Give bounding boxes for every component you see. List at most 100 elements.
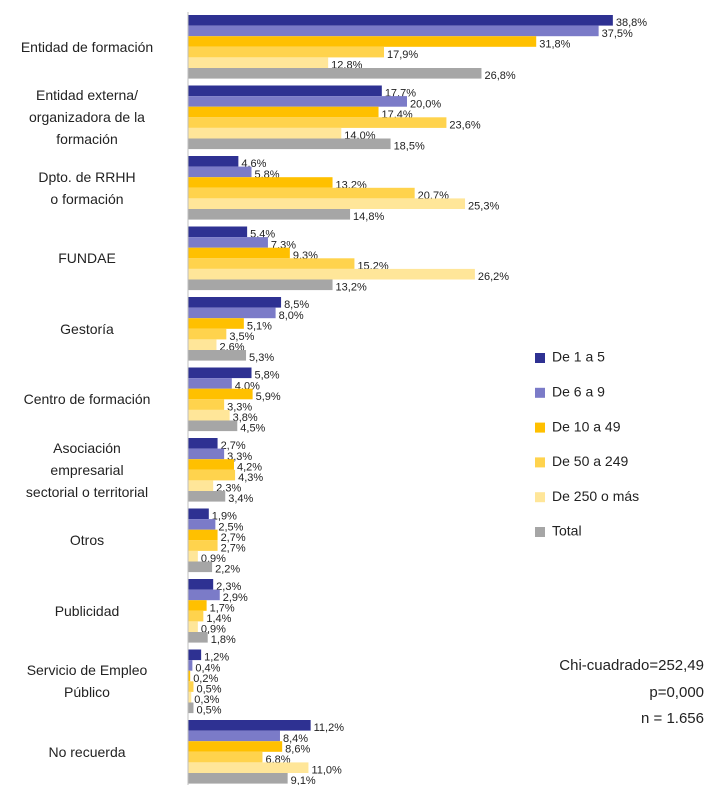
- bar: [188, 25, 599, 37]
- bar: [188, 730, 280, 742]
- value-label: 2,7%: [221, 543, 246, 555]
- value-label: 20,0%: [410, 98, 441, 110]
- bar: [188, 773, 288, 784]
- legend-swatch: [535, 422, 545, 433]
- value-label: 0,5%: [196, 684, 221, 696]
- bar: [188, 621, 198, 632]
- bar: [188, 68, 482, 79]
- value-label: 26,2%: [478, 271, 509, 283]
- category-label: Servicio de Empleo Público: [26, 662, 148, 701]
- value-label: 3,8%: [233, 412, 258, 424]
- bar: [188, 279, 333, 291]
- value-label: 0,4%: [195, 662, 220, 674]
- bar: [188, 247, 290, 259]
- bar: [188, 138, 391, 150]
- bar: [188, 307, 276, 319]
- bar: [188, 367, 252, 379]
- value-label: 2,5%: [218, 521, 243, 533]
- bar: [188, 508, 209, 520]
- legend-swatch: [535, 353, 545, 363]
- value-label: 0,5%: [196, 705, 221, 717]
- bar: [188, 720, 311, 731]
- annotation: n = 1.656: [641, 710, 704, 727]
- value-label: 2,3%: [216, 581, 241, 593]
- bar: [188, 57, 329, 68]
- bar: [188, 600, 207, 611]
- bar: [188, 226, 248, 238]
- category-label: Gestoría: [60, 320, 114, 337]
- bar: [188, 561, 213, 573]
- category-label: Dpto. de RRHH o formación: [38, 168, 136, 207]
- bar: [188, 318, 244, 329]
- value-label: 1,7%: [210, 602, 235, 614]
- bar: [188, 649, 202, 661]
- value-label: 2,7%: [221, 440, 246, 452]
- bar: [188, 177, 333, 188]
- value-label: 11,2%: [314, 722, 345, 734]
- bar: [188, 480, 214, 491]
- bar: [188, 660, 193, 671]
- bar: [188, 702, 194, 714]
- value-label: 8,0%: [279, 310, 304, 322]
- bar: [188, 388, 253, 400]
- value-label: 25,3%: [468, 201, 499, 213]
- value-label: 26,8%: [484, 70, 515, 82]
- value-label: 11,0%: [311, 765, 342, 777]
- value-label: 3,5%: [229, 331, 254, 343]
- value-label: 1,4%: [206, 613, 231, 625]
- value-label: 1,9%: [212, 511, 237, 523]
- value-label: 31,8%: [539, 38, 570, 50]
- category-label: FUNDAE: [58, 250, 116, 267]
- bar: [188, 127, 342, 139]
- legend-label: De 50 a 249: [552, 453, 628, 469]
- bar: [188, 459, 234, 470]
- bar: [188, 209, 351, 220]
- value-label: 4,3%: [238, 472, 263, 484]
- bar: [188, 469, 236, 481]
- value-label: 9,1%: [291, 775, 316, 785]
- bar: [188, 258, 355, 269]
- bar: [188, 187, 415, 199]
- value-label: 37,5%: [602, 28, 633, 40]
- bar: [188, 550, 198, 562]
- legend-swatch: [535, 527, 545, 537]
- bar: [188, 339, 217, 350]
- bar: [188, 540, 218, 551]
- category-label: Entidad de formación: [20, 38, 154, 55]
- bar: [188, 491, 226, 502]
- value-label: 8,6%: [285, 743, 310, 755]
- bar: [188, 610, 204, 622]
- value-label: 2,2%: [215, 564, 240, 576]
- annotation: p=0,000: [649, 683, 704, 701]
- bar: [188, 670, 191, 682]
- legend-label: De 250 o más: [552, 488, 639, 504]
- category-label: Entidad externa/ organizadora de la form…: [29, 87, 145, 148]
- legend-swatch: [535, 387, 545, 398]
- bar: [188, 268, 475, 280]
- bar: [188, 438, 218, 449]
- bar: [188, 117, 447, 128]
- value-label: 8,5%: [284, 299, 309, 311]
- legend-label: De 6 a 9: [552, 384, 605, 400]
- bar: [188, 85, 382, 97]
- value-label: 3,3%: [227, 402, 252, 414]
- legend-label: De 10 a 49: [552, 418, 621, 434]
- value-label: 17,9%: [387, 49, 418, 61]
- legend-label: Total: [552, 523, 582, 539]
- bar: [188, 399, 225, 410]
- bar: [188, 156, 239, 167]
- bar: [188, 409, 230, 421]
- category-label: No recuerda: [48, 743, 126, 760]
- bar: [188, 106, 379, 118]
- value-label: 8,4%: [283, 733, 308, 745]
- value-label: 5,8%: [255, 370, 280, 382]
- legend-label: De 1 a 5: [552, 349, 605, 365]
- bar: [188, 448, 225, 460]
- bar: [188, 579, 214, 590]
- bar: [188, 519, 216, 530]
- value-label: 5,3%: [249, 352, 274, 364]
- value-label: 2,9%: [223, 592, 248, 604]
- bar: [188, 529, 218, 541]
